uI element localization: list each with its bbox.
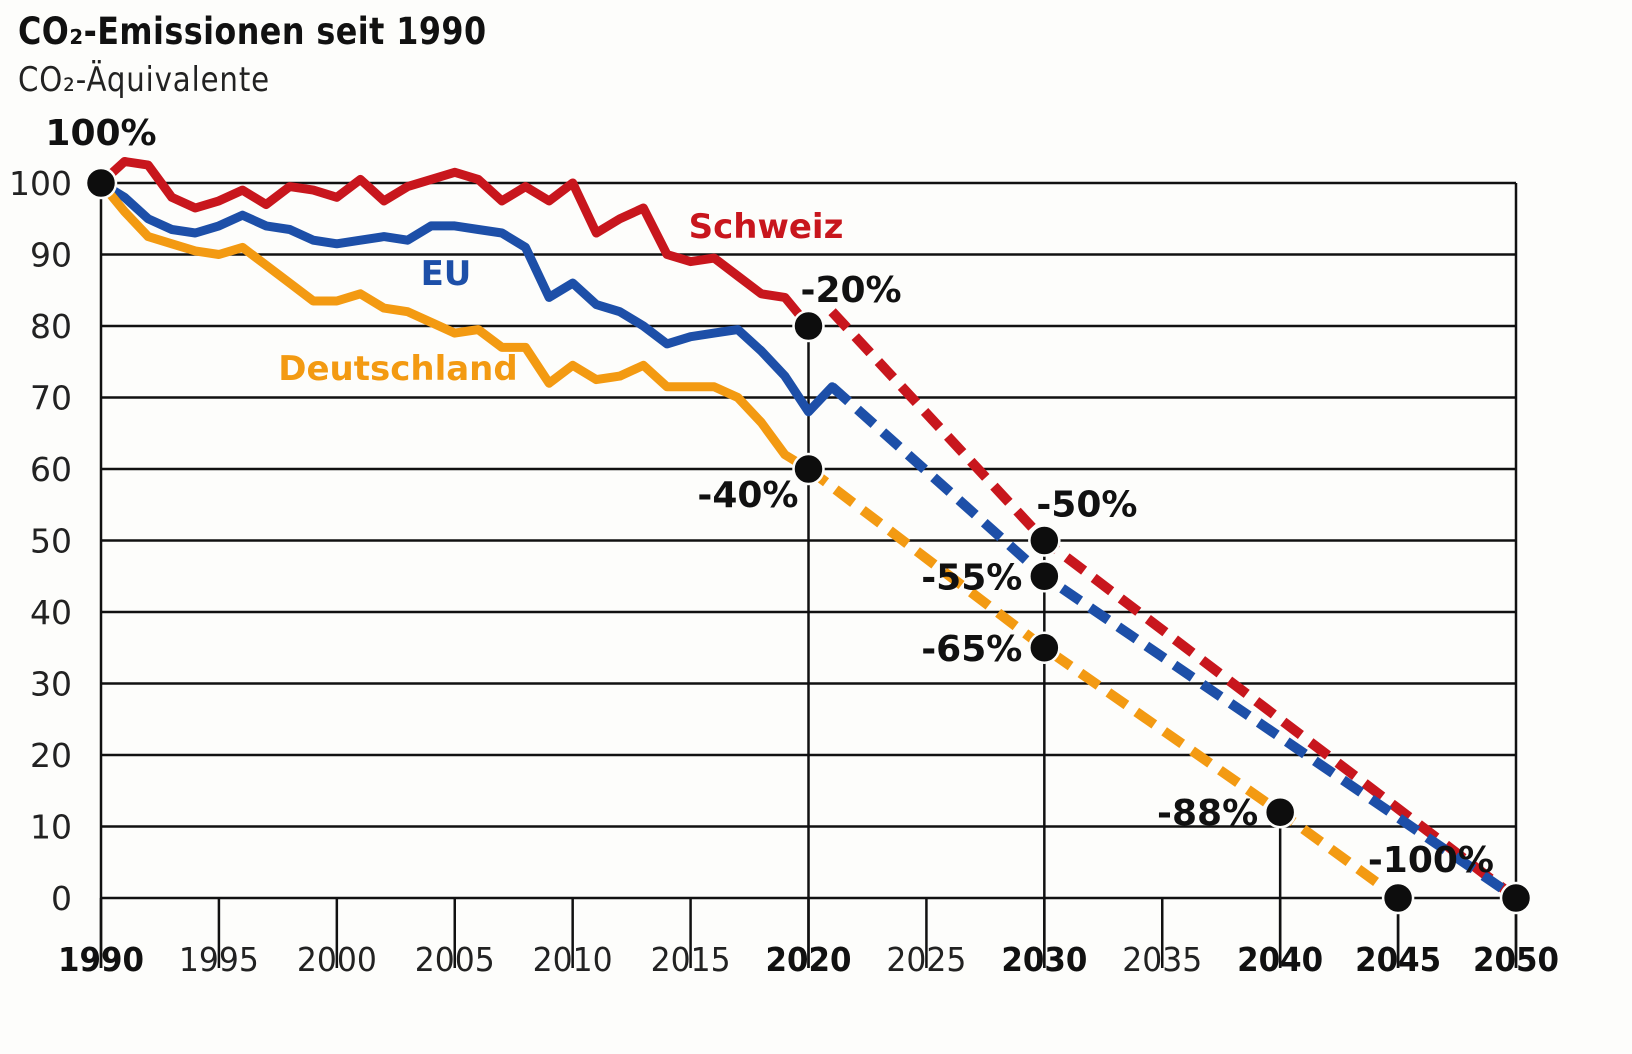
series-label-deutschland: Deutschland (278, 349, 517, 389)
series-labels: Schweiz EU Deutschland (278, 207, 843, 389)
y-tick-label: 70 (30, 379, 72, 418)
x-tick-label: 1990 (58, 940, 144, 979)
target-marker (1381, 881, 1415, 915)
x-tick-label: 1995 (179, 940, 259, 979)
x-tick-label: 2025 (886, 940, 966, 979)
y-tick-label: 100 (9, 164, 72, 203)
target-marker (1263, 795, 1297, 829)
target-marker (1499, 881, 1533, 915)
annotation-label: -100% (1368, 840, 1494, 881)
x-tick-label: 2035 (1122, 940, 1202, 979)
series-line-schweiz (96, 157, 813, 331)
annotation-label: -20% (801, 270, 902, 311)
y-tick-label: 10 (30, 808, 72, 847)
y-tick-label: 60 (30, 450, 72, 489)
y-tick-label: 20 (30, 736, 72, 775)
y-tick-label: 80 (30, 307, 72, 346)
x-axis: 1990 1995 2000 2005 2010 2015 2020 2025 2030 2035… (58, 898, 1559, 979)
annotation-label: -50% (1036, 485, 1137, 526)
series-label-eu: EU (421, 254, 472, 294)
y-tick-label: 90 (30, 236, 72, 275)
chart-title: CO₂-Emissionen seit 1990 (18, 10, 487, 53)
x-tick-label: 2005 (415, 940, 495, 979)
target-marker (792, 309, 825, 343)
chart-subtitle: CO₂-Äquivalente (18, 60, 270, 100)
y-axis: 0 10 20 30 40 50 60 70 80 90 100 (9, 164, 72, 918)
series-line-eu (96, 178, 837, 417)
target-marker (792, 452, 825, 486)
annotation-label: 100% (45, 113, 156, 154)
target-marker (1028, 524, 1061, 557)
x-tick-label: 2015 (651, 940, 731, 979)
marker-drop-lines (807, 326, 1518, 968)
target-marker (84, 166, 118, 200)
y-tick-label: 0 (51, 879, 72, 918)
y-tick-label: 50 (30, 522, 72, 561)
series-line-deutschland (96, 178, 813, 474)
annotation-label: -88% (1157, 793, 1258, 834)
annotation-label: -55% (921, 557, 1022, 598)
percent-annotations: 100% -20% -40% -50% -55% -65% -88% -100% (45, 113, 1494, 881)
target-markers (84, 166, 1533, 915)
x-tick-label: 2000 (297, 940, 377, 979)
annotation-label: -65% (921, 629, 1022, 670)
annotation-label: -40% (697, 475, 798, 516)
target-marker (1028, 631, 1061, 664)
y-tick-label: 40 (30, 593, 72, 632)
y-tick-label: 30 (30, 665, 72, 704)
target-line-deutschland (805, 465, 1402, 903)
x-tick-label: 2010 (533, 940, 613, 979)
target-marker (1028, 560, 1061, 593)
series-label-schweiz: Schweiz (689, 207, 844, 247)
